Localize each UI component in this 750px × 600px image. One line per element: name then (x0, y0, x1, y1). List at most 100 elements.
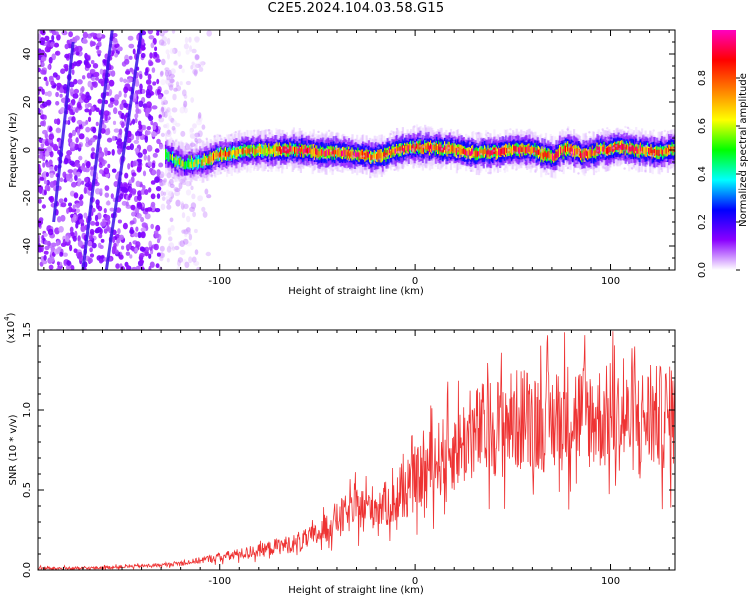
signal-cell (449, 145, 453, 153)
signal-cell (527, 145, 530, 152)
halo-dot (568, 156, 571, 160)
halo-dot (429, 161, 432, 165)
halo-dot (645, 164, 648, 167)
halo-dot (479, 152, 483, 156)
halo-dot (261, 143, 265, 147)
halo-dot (225, 165, 228, 168)
halo-dot (384, 169, 387, 172)
halo-dot (377, 146, 380, 149)
halo-dot (196, 141, 199, 144)
noise-streak (104, 30, 144, 270)
halo-dot (202, 161, 206, 165)
halo-dot (586, 148, 589, 152)
halo-dot (292, 158, 295, 161)
halo-dot (181, 167, 185, 170)
halo-dot (618, 148, 621, 151)
signal-cell (343, 149, 346, 155)
signal-cell (569, 146, 572, 154)
halo-dot (219, 171, 223, 175)
signal-cell (673, 146, 675, 152)
signal-cell (462, 147, 465, 154)
signal-cell (216, 151, 219, 158)
halo-dot (251, 141, 254, 145)
signal-cell (452, 145, 455, 152)
signal-cell (228, 151, 231, 157)
halo-dot (189, 147, 192, 151)
signal-cell (342, 150, 345, 156)
halo-dot (417, 138, 420, 142)
signal-cell (519, 148, 522, 154)
halo-dot (559, 144, 563, 147)
signal-cell (289, 145, 292, 153)
halo-dot (616, 162, 619, 165)
halo-dot (485, 137, 489, 140)
halo-dot (649, 154, 652, 158)
halo-dot (510, 161, 513, 165)
signal-cell (616, 143, 619, 151)
signal-cell (252, 147, 256, 154)
signal-cell (617, 142, 620, 151)
halo-dot (364, 166, 367, 170)
signal-cell (295, 146, 298, 153)
signal-cell (206, 157, 209, 163)
halo-dot (268, 132, 271, 135)
halo-dot (598, 144, 601, 147)
y-tick-label: 0.0 (22, 562, 33, 578)
signal-cell (338, 149, 341, 156)
halo-dot (176, 167, 179, 170)
signal-cell (258, 147, 261, 152)
signal-cell (577, 148, 580, 154)
signal-cell (373, 153, 376, 161)
halo-dot (629, 144, 632, 148)
signal-cell (211, 154, 215, 163)
signal-cell (262, 148, 265, 155)
signal-cell (386, 150, 389, 157)
halo-dot (507, 149, 510, 152)
signal-cell (543, 151, 546, 158)
halo-dot (232, 157, 236, 160)
signal-cell (360, 151, 363, 158)
halo-dot (603, 135, 606, 138)
halo-dot (247, 154, 250, 158)
halo-dot (480, 162, 483, 166)
signal-cell (370, 154, 373, 161)
signal-cell (488, 150, 491, 157)
halo-dot (476, 143, 479, 146)
halo-dot (478, 145, 482, 148)
signal-cell (229, 149, 232, 155)
halo-dot (607, 138, 610, 142)
halo-dot (658, 137, 661, 140)
signal-cell (339, 150, 342, 157)
halo-dot (444, 143, 447, 146)
signal-cell (582, 150, 585, 158)
halo-dot (335, 148, 338, 151)
halo-dot (605, 133, 609, 136)
halo-dot (477, 132, 480, 135)
halo-dot (558, 169, 561, 172)
halo-dot (184, 151, 187, 155)
halo-dot (294, 161, 297, 164)
halo-dot (239, 152, 242, 155)
signal-cell (480, 149, 483, 155)
halo-dot (665, 144, 669, 147)
signal-cell (441, 147, 444, 154)
halo-dot (364, 168, 367, 172)
signal-cell (437, 146, 440, 153)
signal-cell (459, 147, 462, 155)
signal-cell (520, 145, 523, 152)
signal-cell (648, 148, 651, 155)
signal-cell (589, 150, 592, 156)
snr-multiplier-base: (x10 (6, 321, 17, 344)
signal-cell (594, 150, 597, 156)
snr-background (38, 330, 675, 570)
signal-cell (558, 148, 562, 154)
chart-title: C2E5.2024.104.03.58.G15 (267, 1, 445, 16)
signal-cell (254, 148, 257, 155)
signal-cell (439, 146, 442, 152)
halo-dot (487, 171, 490, 175)
halo-dot (524, 158, 528, 161)
halo-dot (583, 159, 586, 163)
signal-cell (653, 149, 657, 156)
y-tick-label: 20 (22, 96, 33, 109)
halo-dot (552, 169, 556, 173)
